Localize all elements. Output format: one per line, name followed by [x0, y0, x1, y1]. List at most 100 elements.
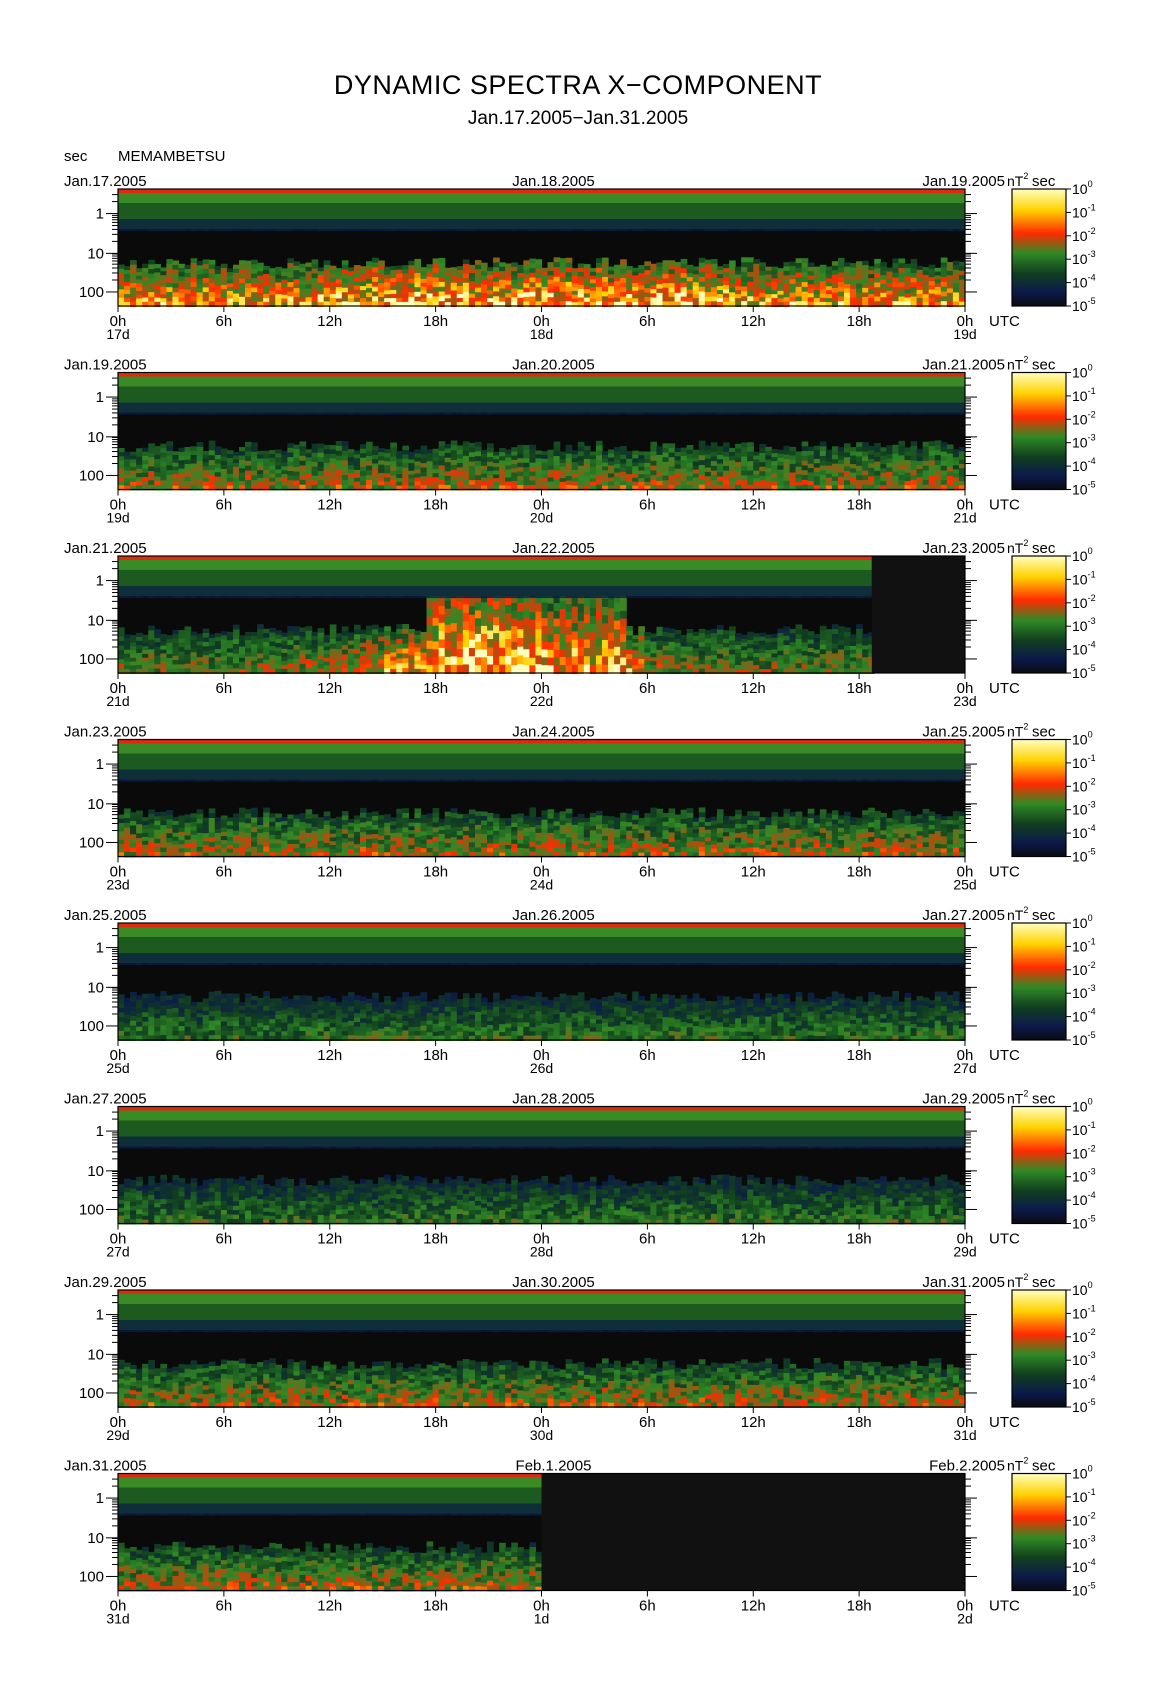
panel-5: Jan.25.2005 Jan.26.2005 Jan.27.2005 sec 1 10 1… — [64, 907, 1071, 1076]
colorbar-tick-label: 10-5 — [1072, 1214, 1096, 1232]
short-period-band — [118, 1473, 542, 1514]
x-tick-label: 12h — [317, 1047, 342, 1064]
time-unit-label: UTC — [989, 680, 1020, 697]
short-period-band — [118, 1106, 965, 1147]
x-tick-label: 6h — [639, 680, 656, 697]
panel-end-date: Jan.29.2005 — [922, 1091, 1005, 1108]
power-unit-sec: sec — [1032, 1091, 1056, 1108]
x-tick-label: 18h — [847, 313, 872, 330]
colorbar-tick-label: 10-3 — [1072, 249, 1096, 267]
y-tick-label: 10 — [87, 1163, 104, 1180]
x-tick-label: 0h — [110, 1414, 127, 1431]
day-label: 29d — [953, 1244, 976, 1260]
y-tick-label: 1 — [96, 389, 104, 406]
time-unit-label: UTC — [989, 497, 1020, 514]
power-unit-label: nT2 — [1007, 1089, 1028, 1107]
day-label: 26d — [530, 1060, 553, 1076]
panel-end-date: Jan.23.2005 — [922, 540, 1005, 557]
panel-start-date: Jan.17.2005 — [64, 173, 147, 190]
x-tick-label: 6h — [639, 313, 656, 330]
x-tick-label: 0h — [110, 313, 127, 330]
x-tick-label: 6h — [216, 313, 233, 330]
x-tick-label: 18h — [423, 1414, 448, 1431]
colorbar-tick-label: 100 — [1072, 179, 1093, 197]
y-tick-label: 100 — [79, 834, 104, 851]
y-tick-label: 1 — [96, 1123, 104, 1140]
panel-mid-date: Jan.20.2005 — [512, 357, 595, 374]
day-label: 31d — [106, 1611, 129, 1627]
x-tick-label: 0h — [533, 864, 550, 881]
y-tick-label: 10 — [87, 245, 104, 262]
day-label: 21d — [953, 510, 976, 526]
panel-mid-date: Jan.22.2005 — [512, 540, 595, 557]
colorbar-tick-label: 100 — [1072, 1097, 1093, 1115]
day-label: 22d — [530, 693, 553, 709]
x-tick-label: 12h — [317, 1414, 342, 1431]
colorbar-tick-label: 10-2 — [1072, 226, 1096, 244]
x-tick-label: 0h — [533, 680, 550, 697]
panel-mid-date: Jan.18.2005 — [512, 173, 595, 190]
day-label: 28d — [530, 1244, 553, 1260]
colorbar-tick-label: 10-1 — [1072, 202, 1096, 220]
y-tick-label: 10 — [87, 429, 104, 446]
colorbar — [1011, 1289, 1067, 1408]
x-tick-label: 0h — [110, 864, 127, 881]
x-tick-label: 0h — [957, 1414, 974, 1431]
colorbar-tick-label: 100 — [1072, 730, 1093, 748]
colorbar-tick-label: 10-3 — [1072, 616, 1096, 634]
colorbar-tick-label: 10-5 — [1072, 1030, 1096, 1048]
short-period-band — [118, 372, 965, 413]
power-unit-sec: sec — [1032, 724, 1056, 741]
x-tick-label: 0h — [533, 497, 550, 514]
y-tick-label: 1 — [96, 940, 104, 957]
y-tick-label: 100 — [79, 1201, 104, 1218]
panel-start-date: Jan.23.2005 — [64, 724, 147, 741]
panel-6: Jan.27.2005 Jan.28.2005 Jan.29.2005 sec 1 10 1… — [64, 1091, 1071, 1260]
colorbar-tick-label: 10-1 — [1072, 1120, 1096, 1138]
colorbar-tick-label: 10-1 — [1072, 1303, 1096, 1321]
colorbar-tick-label: 100 — [1072, 363, 1093, 381]
y-tick-label: 1 — [96, 1307, 104, 1324]
panel-1: Jan.17.2005 Jan.18.2005 Jan.19.2005 sec 1 10 1… — [64, 173, 1071, 342]
day-label: 30d — [530, 1427, 553, 1443]
day-label: 2d — [957, 1611, 973, 1627]
colorbar-tick-label: 100 — [1072, 1464, 1093, 1482]
colorbar-tick-label: 10-1 — [1072, 936, 1096, 954]
power-unit-label: nT2 — [1007, 1272, 1028, 1290]
x-tick-label: 12h — [741, 497, 766, 514]
colorbar-tick-label: 10-3 — [1072, 1534, 1096, 1552]
x-tick-label: 12h — [317, 313, 342, 330]
day-label: 31d — [953, 1427, 976, 1443]
x-tick-label: 18h — [423, 497, 448, 514]
panel-start-date: Jan.21.2005 — [64, 540, 147, 557]
x-tick-label: 18h — [423, 1047, 448, 1064]
x-tick-label: 6h — [216, 1047, 233, 1064]
x-tick-label: 6h — [639, 1414, 656, 1431]
panel-end-date: Jan.27.2005 — [922, 907, 1005, 924]
x-tick-label: 18h — [423, 313, 448, 330]
colorbar-tick-label: 10-5 — [1072, 1397, 1096, 1415]
day-label: 27d — [106, 1244, 129, 1260]
panel-end-date: Jan.19.2005 — [922, 173, 1005, 190]
colorbar-tick-label: 10-5 — [1072, 663, 1096, 681]
power-unit-label: nT2 — [1007, 905, 1028, 923]
colorbar-tick-label: 10-2 — [1072, 776, 1096, 794]
x-tick-label: 18h — [847, 1231, 872, 1248]
x-tick-label: 18h — [423, 1598, 448, 1615]
panel-end-date: Feb.2.2005 — [929, 1458, 1005, 1475]
panel-mid-date: Jan.26.2005 — [512, 907, 595, 924]
x-tick-label: 0h — [533, 1047, 550, 1064]
colorbar-tick-label: 10-5 — [1072, 296, 1096, 314]
x-tick-label: 12h — [317, 1598, 342, 1615]
x-tick-label: 18h — [847, 680, 872, 697]
x-tick-label: 6h — [639, 497, 656, 514]
time-unit-label: UTC — [989, 1414, 1020, 1431]
colorbar-tick-label: 10-1 — [1072, 386, 1096, 404]
time-unit-label: UTC — [989, 864, 1020, 881]
day-label: 23d — [106, 877, 129, 893]
x-tick-label: 12h — [317, 1231, 342, 1248]
panel-4: Jan.23.2005 Jan.24.2005 Jan.25.2005 sec 1 10 1… — [64, 724, 1071, 893]
colorbar-tick-label: 10-2 — [1072, 593, 1096, 611]
colorbar-tick-label: 10-3 — [1072, 983, 1096, 1001]
